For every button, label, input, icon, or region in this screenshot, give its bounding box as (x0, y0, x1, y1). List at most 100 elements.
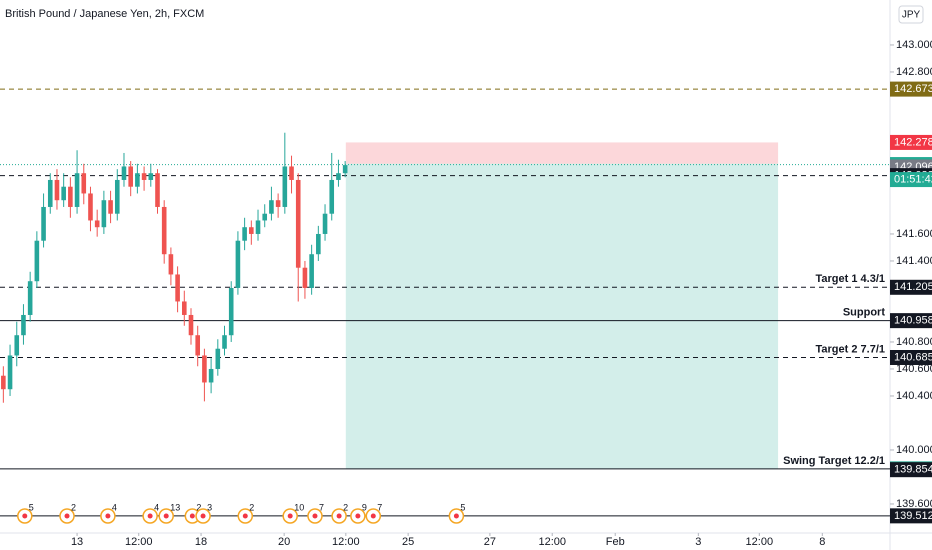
event-count: 5 (460, 502, 465, 512)
event-count: 2 (71, 502, 76, 512)
x-tick-label: 12:00 (125, 536, 153, 548)
event-dot (200, 513, 206, 519)
candle-body (94, 220, 100, 228)
candle-body (41, 206, 46, 241)
y-tick-label: 142.800 (896, 66, 932, 78)
candle-body (121, 166, 127, 180)
x-tick-label: 18 (195, 536, 207, 548)
candle-body (74, 173, 80, 207)
candle-body (295, 179, 301, 268)
x-tick-label: 3 (695, 536, 701, 548)
candle-body (108, 200, 113, 214)
event-count: 7 (377, 502, 382, 512)
candle-body (128, 166, 133, 187)
countdown-badge (890, 172, 932, 188)
price-badge-label: 142.278 (894, 136, 932, 148)
candle-body (68, 186, 73, 207)
candle-body (282, 166, 288, 207)
countdown: 01:51:42 (894, 173, 932, 185)
event-dot (453, 513, 459, 519)
event-dot (355, 513, 361, 519)
event-count: 4 (112, 502, 117, 512)
candle-body (135, 173, 140, 187)
x-tick-label: 20 (278, 536, 290, 548)
price-badge (890, 81, 932, 97)
currency-box[interactable] (898, 5, 924, 24)
y-tick-label: 140.600 (896, 363, 932, 375)
candle-body (208, 368, 214, 383)
level-note: Target 2 7.7/1 (816, 343, 886, 355)
event-count: 5 (29, 502, 34, 512)
price-badge-label: 142.673 (894, 83, 932, 95)
y-tick-label: 140.000 (896, 444, 932, 456)
x-tick-label: 27 (484, 536, 496, 548)
price-badge-label: 140.685 (894, 351, 932, 363)
candle-body (1, 375, 6, 390)
event-dot (287, 513, 293, 519)
candle-body (342, 165, 348, 174)
event-count: 2 (249, 502, 254, 512)
event-dot (163, 513, 169, 519)
event-count: 3 (207, 502, 212, 512)
price-badge-label: 140.958 (894, 315, 932, 327)
event-count: 10 (294, 502, 304, 512)
candle-body (114, 179, 120, 214)
candle-body (168, 254, 174, 275)
x-tick-label: 13 (71, 536, 83, 548)
candle-body (14, 335, 20, 356)
y-tick-label: 143.000 (896, 39, 932, 51)
candle-body (316, 233, 321, 255)
target-zone (345, 163, 779, 469)
event-dot (189, 513, 195, 519)
event-dot (370, 513, 376, 519)
x-tick-label: 12:00 (746, 536, 774, 548)
candle-body (175, 274, 180, 302)
candle-body (202, 355, 207, 383)
candle-body (188, 314, 194, 336)
candle-body (222, 335, 227, 349)
level-note: Target 1 4.3/1 (816, 273, 886, 285)
candle-body (161, 206, 167, 255)
price-badge-label: 139.854 (894, 464, 932, 476)
stop-zone (345, 142, 779, 164)
chart-title: British Pound / Japanese Yen, 2h, FXCM (5, 8, 204, 20)
level-note: Swing Target 12.2/1 (783, 455, 885, 467)
candle-body (322, 213, 328, 234)
event-count: 9 (362, 502, 367, 512)
x-tick-label: 12:00 (332, 536, 360, 548)
candle-body (275, 200, 281, 207)
event-dot (242, 513, 248, 519)
candle-body (235, 240, 241, 288)
event-dot (64, 513, 70, 519)
candle-body (7, 355, 13, 390)
candle-body (228, 287, 234, 336)
event-dot (336, 513, 342, 519)
currency[interactable]: JPY (902, 10, 921, 21)
candle-body (101, 200, 107, 228)
candle-body (269, 200, 274, 214)
y-tick-label: 139.600 (896, 498, 932, 510)
event-count: 2 (343, 502, 348, 512)
event-count: 7 (319, 502, 324, 512)
level-note: Support (843, 307, 885, 319)
price-badge (890, 462, 932, 478)
candle-body (81, 173, 87, 194)
x-tick-label: 8 (819, 536, 825, 548)
x-tick-label: Feb (606, 536, 625, 548)
event-dot (147, 513, 153, 519)
y-tick-label: 141.400 (896, 255, 932, 267)
candle-body (336, 173, 341, 180)
candle-body (88, 193, 93, 221)
price-badge (890, 349, 932, 365)
candle-body (215, 348, 221, 369)
event-count: 13 (170, 502, 180, 512)
x-tick-label: 25 (402, 536, 414, 548)
y-tick-label: 140.400 (896, 390, 932, 402)
candle-body (262, 213, 268, 221)
price-badge-label: 139.512 (894, 510, 932, 522)
y-tick-label: 141.600 (896, 228, 932, 240)
event-dot (22, 513, 28, 519)
candle-body (54, 179, 60, 201)
